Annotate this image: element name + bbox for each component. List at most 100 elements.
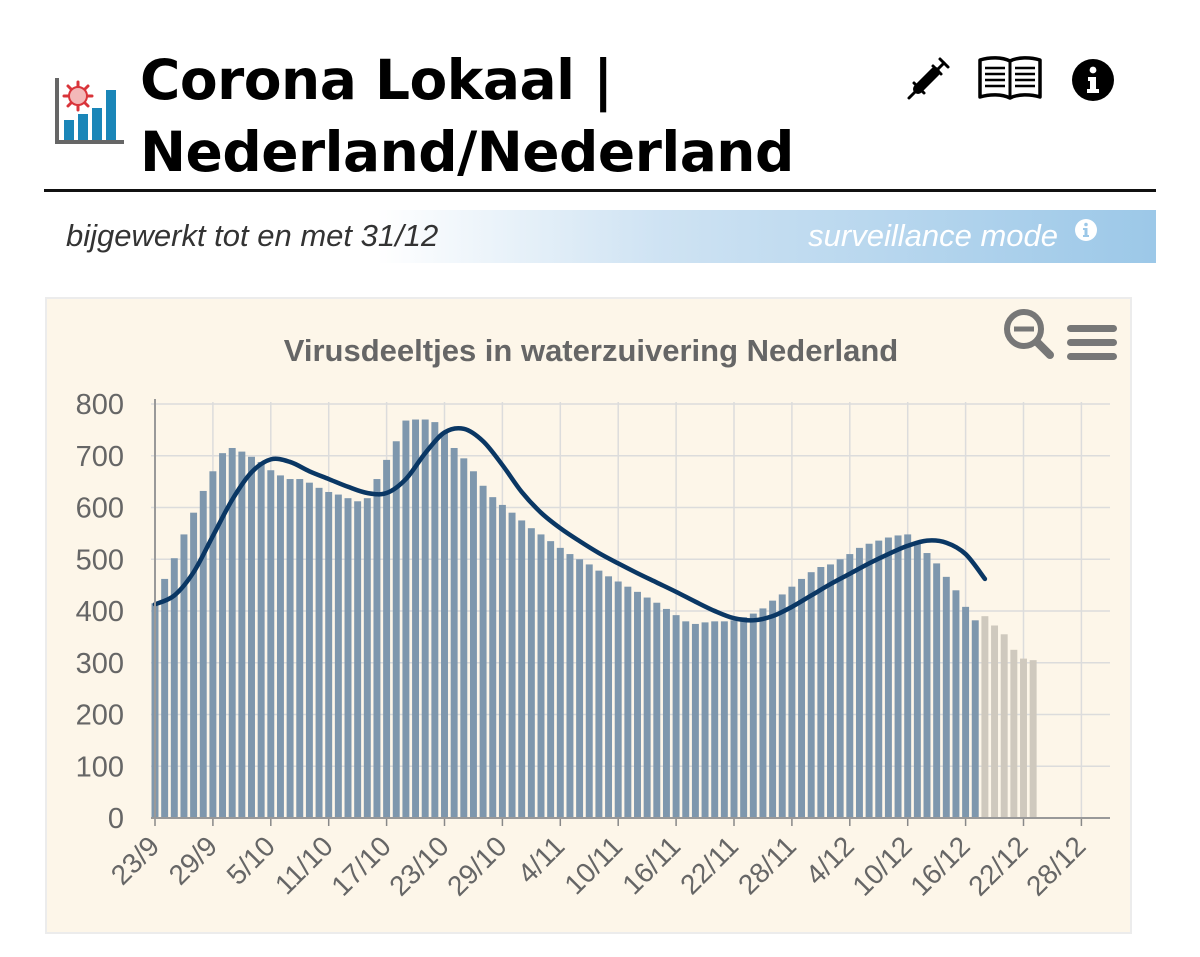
bars bbox=[151, 419, 1037, 818]
y-tick-label: 300 bbox=[76, 648, 124, 680]
y-tick-label: 200 bbox=[76, 700, 124, 732]
bar bbox=[962, 606, 970, 818]
book-icon[interactable] bbox=[976, 55, 1044, 105]
bar bbox=[662, 608, 670, 818]
bar bbox=[759, 608, 767, 818]
bar bbox=[1020, 658, 1027, 818]
bar bbox=[402, 420, 410, 818]
y-tick-label: 500 bbox=[76, 544, 124, 576]
bar bbox=[672, 615, 680, 818]
bar bbox=[412, 419, 420, 818]
bar bbox=[605, 576, 613, 818]
bar bbox=[1010, 649, 1018, 818]
y-tick-label: 600 bbox=[76, 493, 124, 525]
y-tick-label: 400 bbox=[76, 596, 124, 628]
bar bbox=[624, 586, 632, 818]
bar bbox=[392, 441, 400, 818]
bar bbox=[1000, 634, 1008, 818]
bar bbox=[682, 621, 690, 818]
update-bar: bijgewerkt tot en met 31/12 surveillance… bbox=[44, 210, 1156, 263]
bar bbox=[383, 459, 391, 818]
page-title-line2: Nederland/Nederland bbox=[140, 120, 794, 184]
x-tick-label: 28/11 bbox=[732, 830, 802, 900]
x-tick-label: 10/11 bbox=[558, 830, 628, 900]
bar bbox=[894, 535, 902, 818]
bar bbox=[711, 621, 719, 818]
bar bbox=[653, 602, 661, 818]
x-tick-label: 16/11 bbox=[616, 830, 686, 900]
surveillance-mode-link[interactable]: surveillance mode bbox=[808, 218, 1058, 253]
bar bbox=[991, 625, 999, 818]
y-tick-label: 700 bbox=[76, 441, 124, 473]
bar bbox=[489, 497, 497, 818]
bar bbox=[276, 475, 284, 818]
bar bbox=[209, 471, 217, 818]
bar bbox=[904, 534, 912, 818]
bar bbox=[421, 419, 429, 818]
bar bbox=[933, 563, 941, 818]
bar bbox=[701, 622, 709, 818]
bar bbox=[1029, 660, 1037, 818]
bar bbox=[634, 591, 641, 818]
x-tick-label: 23/9 bbox=[105, 830, 165, 890]
bar bbox=[556, 547, 564, 818]
bar bbox=[595, 570, 603, 818]
bar bbox=[441, 432, 448, 818]
x-tick-label: 22/12 bbox=[962, 830, 1033, 901]
menu-icon[interactable] bbox=[1067, 325, 1117, 360]
bar bbox=[460, 458, 468, 818]
bar bbox=[855, 547, 863, 818]
syringe-icon[interactable] bbox=[902, 55, 952, 105]
page-title-line1: Corona Lokaal | bbox=[140, 48, 613, 112]
bar bbox=[527, 528, 535, 818]
bar bbox=[817, 567, 825, 818]
x-tick-label: 17/10 bbox=[325, 830, 396, 901]
chart-virus-logo-icon bbox=[55, 78, 124, 144]
bar bbox=[238, 451, 246, 818]
bar bbox=[431, 422, 439, 818]
bar bbox=[199, 490, 207, 818]
bar bbox=[344, 498, 352, 818]
bar bbox=[643, 597, 651, 818]
bar bbox=[981, 616, 989, 818]
bar bbox=[585, 564, 593, 818]
bar bbox=[952, 590, 960, 818]
bar bbox=[740, 617, 748, 818]
bar bbox=[846, 554, 854, 818]
bar bbox=[614, 581, 622, 818]
x-tick-label: 29/9 bbox=[163, 830, 223, 890]
bar bbox=[373, 479, 381, 818]
bar bbox=[479, 485, 487, 818]
y-tick-label: 800 bbox=[76, 389, 124, 421]
mode-info-icon[interactable] bbox=[1072, 216, 1100, 244]
x-tick-label: 29/10 bbox=[441, 830, 512, 901]
x-tick-label: 11/10 bbox=[269, 830, 339, 900]
bar bbox=[884, 537, 892, 818]
bar bbox=[286, 479, 294, 818]
bar bbox=[942, 576, 950, 818]
bar bbox=[875, 540, 883, 818]
bar bbox=[778, 594, 786, 818]
bar bbox=[769, 600, 777, 818]
bar bbox=[180, 534, 188, 818]
bar bbox=[498, 504, 506, 818]
chart: Virusdeeltjes in waterzuivering Nederlan… bbox=[76, 309, 1117, 902]
bar bbox=[469, 471, 477, 818]
trend-line bbox=[152, 425, 988, 623]
bar bbox=[190, 512, 198, 818]
bar bbox=[161, 578, 169, 818]
chart-card: Virusdeeltjes in waterzuivering Nederlan… bbox=[45, 297, 1132, 934]
bar bbox=[219, 453, 227, 818]
bar bbox=[923, 553, 931, 818]
bar bbox=[257, 461, 265, 818]
bar bbox=[827, 564, 834, 818]
bar bbox=[788, 586, 796, 818]
zoom-out-icon[interactable] bbox=[1004, 309, 1054, 359]
bar bbox=[228, 447, 236, 818]
bar bbox=[450, 447, 458, 818]
bar bbox=[913, 542, 921, 818]
x-tick-label: 23/10 bbox=[383, 830, 454, 901]
bar bbox=[971, 620, 979, 818]
info-icon[interactable] bbox=[1068, 55, 1118, 105]
bar bbox=[363, 498, 371, 818]
